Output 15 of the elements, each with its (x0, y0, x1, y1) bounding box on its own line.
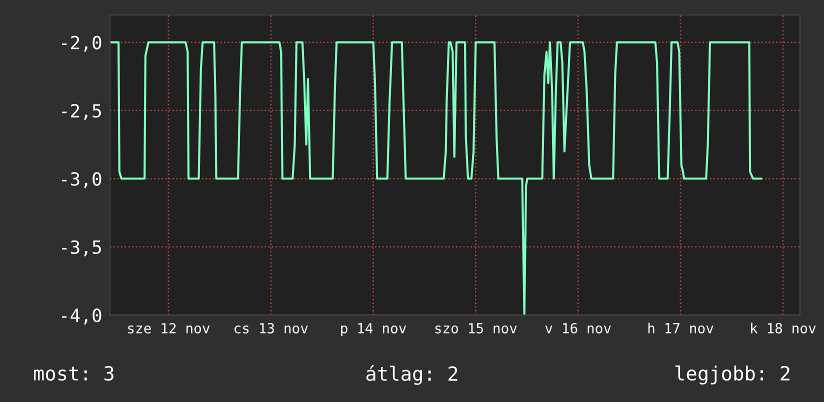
text: átlag: 2 (366, 365, 458, 385)
x-tick-label: cs 13 nov (234, 322, 308, 334)
x-tick-label: p 14 nov (341, 323, 406, 336)
text: legjobb: 2 (675, 365, 790, 385)
y-tick-label: -2,5 (62, 104, 101, 120)
text: most: 3 (34, 366, 114, 381)
y-tick-label: -3,0 (62, 172, 102, 188)
x-tick-label: h 17 nov (648, 322, 714, 334)
x-tick-label: sze 12 nov (128, 322, 210, 334)
x-tick-label: szo 15 nov (435, 323, 517, 334)
x-tick-label: v 16 nov (545, 322, 611, 334)
y-tick-label: -2,0 (62, 36, 102, 52)
y-tick-label: -3,5 (62, 240, 101, 256)
x-tick-label: k 18 nov (751, 322, 816, 334)
y-tick-label: -4,0 (62, 308, 102, 324)
